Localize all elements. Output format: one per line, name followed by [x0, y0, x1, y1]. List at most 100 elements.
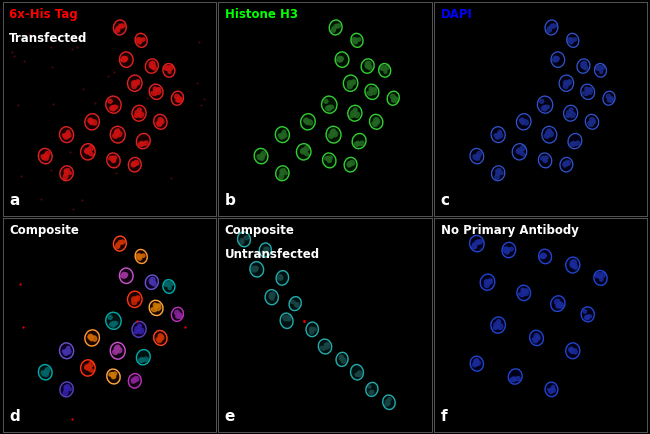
Ellipse shape: [521, 288, 525, 293]
Ellipse shape: [387, 398, 391, 401]
Ellipse shape: [63, 174, 68, 179]
Ellipse shape: [504, 247, 510, 253]
Ellipse shape: [338, 56, 343, 61]
Ellipse shape: [106, 96, 121, 113]
Ellipse shape: [114, 346, 119, 353]
Ellipse shape: [170, 65, 173, 70]
Ellipse shape: [549, 388, 553, 394]
Ellipse shape: [85, 364, 91, 369]
Ellipse shape: [581, 84, 595, 99]
Ellipse shape: [170, 281, 173, 286]
Ellipse shape: [571, 264, 575, 268]
Ellipse shape: [566, 114, 571, 118]
Ellipse shape: [114, 130, 119, 137]
Ellipse shape: [586, 315, 592, 318]
Ellipse shape: [120, 240, 125, 244]
Ellipse shape: [517, 114, 531, 130]
Ellipse shape: [348, 84, 352, 89]
Ellipse shape: [491, 317, 506, 333]
Ellipse shape: [546, 130, 551, 137]
Ellipse shape: [543, 105, 549, 109]
Ellipse shape: [122, 273, 126, 276]
Ellipse shape: [111, 342, 125, 359]
Ellipse shape: [348, 81, 352, 85]
Ellipse shape: [283, 315, 289, 321]
Ellipse shape: [165, 66, 170, 70]
Ellipse shape: [253, 266, 258, 271]
Ellipse shape: [569, 108, 573, 112]
Ellipse shape: [338, 57, 343, 62]
Ellipse shape: [356, 141, 359, 147]
Ellipse shape: [165, 282, 170, 286]
Text: No Primary Antibody: No Primary Antibody: [441, 224, 578, 237]
Ellipse shape: [294, 303, 298, 307]
Ellipse shape: [115, 28, 120, 33]
Ellipse shape: [595, 63, 606, 77]
Ellipse shape: [118, 348, 122, 353]
Ellipse shape: [88, 118, 93, 123]
Ellipse shape: [542, 126, 557, 143]
Ellipse shape: [592, 119, 595, 124]
Ellipse shape: [138, 358, 142, 362]
Ellipse shape: [150, 84, 163, 99]
Ellipse shape: [573, 38, 577, 41]
Ellipse shape: [540, 99, 544, 103]
Ellipse shape: [385, 403, 390, 406]
Ellipse shape: [120, 268, 133, 283]
Ellipse shape: [168, 286, 171, 289]
Ellipse shape: [131, 161, 136, 166]
Ellipse shape: [172, 307, 183, 321]
Text: c: c: [441, 193, 450, 207]
Ellipse shape: [568, 134, 582, 149]
Ellipse shape: [64, 350, 68, 355]
Ellipse shape: [155, 304, 161, 308]
Ellipse shape: [118, 240, 123, 244]
Ellipse shape: [512, 144, 527, 160]
Ellipse shape: [153, 114, 167, 129]
Ellipse shape: [150, 66, 154, 69]
Text: a: a: [9, 193, 20, 207]
Ellipse shape: [495, 134, 500, 139]
Ellipse shape: [112, 375, 116, 378]
Ellipse shape: [327, 106, 332, 111]
Ellipse shape: [276, 271, 289, 285]
Ellipse shape: [88, 145, 94, 151]
Ellipse shape: [301, 148, 307, 153]
Ellipse shape: [168, 69, 171, 73]
Ellipse shape: [177, 313, 182, 318]
Ellipse shape: [551, 52, 565, 67]
Ellipse shape: [540, 157, 545, 160]
Ellipse shape: [142, 254, 145, 257]
Ellipse shape: [113, 156, 116, 159]
Ellipse shape: [371, 89, 377, 95]
Ellipse shape: [351, 80, 356, 83]
Ellipse shape: [472, 244, 476, 249]
Ellipse shape: [368, 65, 372, 70]
Ellipse shape: [515, 376, 520, 381]
Ellipse shape: [532, 338, 537, 341]
Ellipse shape: [327, 156, 330, 161]
Ellipse shape: [135, 250, 148, 263]
Ellipse shape: [350, 365, 363, 380]
Ellipse shape: [88, 152, 94, 156]
Ellipse shape: [512, 377, 515, 382]
Ellipse shape: [366, 66, 370, 69]
Ellipse shape: [244, 236, 249, 240]
Ellipse shape: [328, 134, 333, 138]
Ellipse shape: [64, 385, 70, 388]
Ellipse shape: [341, 358, 346, 363]
Ellipse shape: [552, 59, 558, 62]
Ellipse shape: [505, 250, 510, 254]
Ellipse shape: [497, 320, 500, 323]
Ellipse shape: [520, 119, 524, 122]
Ellipse shape: [513, 378, 517, 381]
Ellipse shape: [116, 26, 120, 31]
Ellipse shape: [122, 56, 127, 61]
Ellipse shape: [320, 346, 325, 350]
Ellipse shape: [508, 369, 522, 384]
Ellipse shape: [114, 129, 120, 135]
Ellipse shape: [581, 307, 594, 322]
Ellipse shape: [109, 157, 113, 160]
Ellipse shape: [151, 308, 157, 312]
Ellipse shape: [120, 59, 126, 62]
